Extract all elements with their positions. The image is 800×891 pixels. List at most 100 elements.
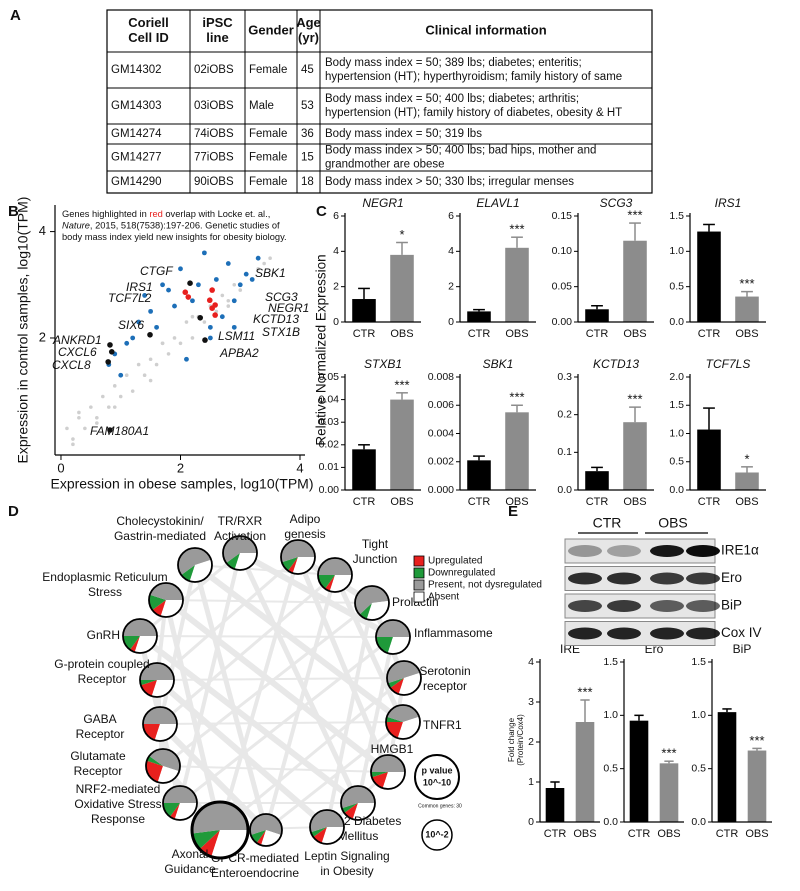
bar [697, 231, 721, 322]
panel-label: C [316, 203, 327, 220]
x-tick-label: CTR [586, 496, 609, 508]
node-label: Oxidative Stress [74, 797, 161, 811]
bar [629, 720, 649, 822]
bar [659, 763, 679, 822]
error-bar [358, 444, 370, 450]
pie-outline [370, 754, 406, 790]
pie-slice [130, 636, 140, 653]
network-edge [163, 599, 223, 831]
scatter-point [220, 293, 225, 298]
bar [505, 247, 529, 322]
scatter-point [202, 320, 207, 324]
scatter-point [249, 277, 255, 282]
pathway-node [122, 618, 158, 654]
pathway-node [370, 754, 406, 790]
blot-band [607, 600, 641, 612]
scatter-point [219, 314, 225, 320]
pathway-node [309, 809, 345, 845]
node-label: Gastrin-mediated [114, 529, 206, 543]
y-tick-label: 0.0 [669, 484, 684, 496]
pie-outline [162, 785, 198, 821]
node-label: Receptor [76, 727, 125, 741]
table-cell: grandmother are obese [325, 159, 445, 171]
pie-outline [385, 704, 421, 740]
error-bar [591, 304, 603, 310]
error-bar [703, 223, 715, 232]
scatter-point [118, 372, 124, 378]
y-tick-label: 2 [448, 280, 454, 292]
scatter-point [130, 389, 135, 393]
table-cell: 03iOBS [194, 100, 234, 112]
y-tick-label: 0.02 [319, 439, 340, 451]
pie-slice [386, 716, 403, 722]
pie-slice [140, 663, 174, 680]
table-cell: hypertension (HT); family history of dia… [325, 107, 622, 119]
pie-slice [163, 786, 197, 803]
scatter-point [136, 362, 141, 367]
significance: * [744, 451, 749, 466]
pie-slice [355, 586, 389, 615]
pie-slice [140, 680, 157, 697]
blot-band [607, 572, 641, 585]
pie-slice [181, 565, 195, 582]
pathway-node [354, 585, 390, 621]
blot-band [650, 545, 684, 557]
note-line: Genes highlighted in red overlap with Lo… [62, 209, 270, 219]
gene-label: TCF7L2 [108, 291, 152, 305]
table-cell: 74iOBS [194, 128, 234, 140]
pie-slice [222, 536, 257, 563]
error-bar [591, 466, 603, 472]
table-cell: Female [249, 176, 287, 188]
bar [575, 722, 595, 822]
error-bar [741, 466, 753, 473]
table-cell: 53 [301, 100, 314, 112]
pie-outline [139, 662, 175, 698]
pie-outline [309, 809, 345, 845]
significance: *** [394, 377, 409, 392]
legend-swatch [413, 579, 425, 591]
scatter-point [213, 277, 219, 282]
table-frame [106, 9, 653, 194]
bar [735, 296, 759, 322]
pie-outline [280, 539, 316, 575]
scatter-point [268, 256, 272, 260]
table-header: (yr) [298, 30, 319, 45]
scatter-point [130, 335, 136, 341]
y-tick-label: 0.2 [557, 408, 572, 420]
pie-slice [309, 809, 344, 833]
scatter-point [112, 405, 117, 409]
scatter-point [142, 373, 147, 378]
pie-slice [199, 830, 220, 857]
table-cell: Body mass index > 50; 330 lbs; irregular… [325, 176, 574, 188]
pie-outline [177, 547, 213, 583]
panel-label: D [8, 503, 19, 520]
blot-band [650, 600, 684, 612]
network-edge [155, 677, 329, 830]
pie-slice [123, 619, 157, 636]
pie-slice [371, 755, 405, 772]
network-edge [356, 636, 395, 804]
table-cell: Body mass index = 50; 400 lbs; diabetes;… [325, 93, 579, 105]
y-tick-label: 0.0 [557, 484, 572, 496]
error-bar [580, 699, 590, 722]
note-line: Nature, 2015, 518(7538):197-206. Genetic… [62, 221, 280, 231]
table-cell: GM14277 [111, 152, 162, 164]
gene-label: SBK1 [255, 266, 286, 280]
table-cell: Body mass index = 50; 389 lbs; diabetes;… [325, 57, 582, 69]
panel-label: A [10, 7, 21, 24]
error-bar [722, 708, 732, 713]
x-tick-label: CTR [544, 828, 567, 840]
scatter-point [237, 282, 243, 288]
protein-label: BiP [721, 598, 742, 613]
pie-slice [250, 814, 282, 835]
node-label: TR/RXR [218, 514, 263, 528]
y-tick-label: 0.04 [319, 393, 340, 405]
pathway-node [142, 706, 178, 742]
highlight-point [187, 280, 193, 286]
table-header: line [206, 30, 228, 45]
node-label: Cholecystokinin/ [116, 514, 204, 528]
y-tick-label: 4 [333, 245, 339, 257]
pie-slice [344, 803, 358, 820]
scatter-point [148, 378, 153, 383]
